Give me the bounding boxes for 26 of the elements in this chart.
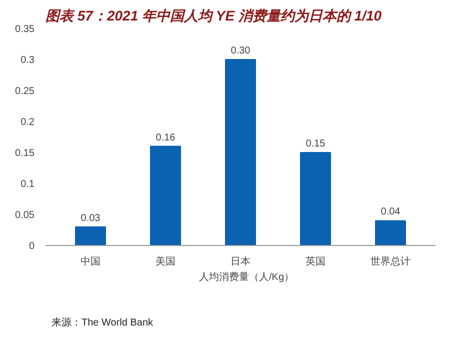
y-tick-label: 0.05 [15, 210, 35, 221]
x-tick-label: 英国 [306, 256, 326, 268]
y-tick-label: 0 [28, 241, 35, 252]
chart-title: 图表 57：2021 年中国人均 YE 消费量约为日本的 1/10 [46, 8, 382, 24]
y-tick-label: 0.1 [20, 179, 35, 190]
bar [75, 226, 106, 246]
y-tick-label: 0.2 [20, 117, 35, 128]
data-label: 0.30 [230, 46, 251, 56]
data-label: 0.03 [80, 212, 101, 224]
bar [150, 146, 181, 246]
bar [300, 152, 331, 246]
y-tick-label: 0.35 [15, 24, 35, 35]
y-tick-label: 0.15 [15, 148, 35, 159]
source-note: 来源：The World Bank [52, 316, 154, 328]
data-label: 0.04 [380, 206, 401, 218]
x-tick-label: 中国 [80, 256, 100, 268]
x-tick-label: 日本 [230, 256, 250, 268]
y-tick-label: 0.3 [20, 55, 35, 66]
text: 人均消费量（人/Kg） [198, 270, 294, 284]
data-label: 0.15 [306, 138, 326, 150]
data-label: 0.16 [156, 132, 176, 144]
bar [375, 220, 406, 246]
bar [225, 59, 256, 246]
x-tick-label: 世界总计 [370, 256, 410, 268]
y-tick-label: 0.25 [15, 86, 35, 97]
x-tick-label: 美国 [156, 256, 176, 268]
